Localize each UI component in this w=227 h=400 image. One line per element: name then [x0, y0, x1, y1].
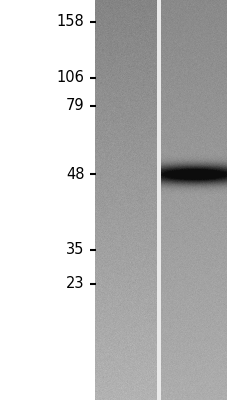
Text: 79: 79 [65, 98, 84, 114]
Text: 106: 106 [56, 70, 84, 86]
Text: 158: 158 [56, 14, 84, 30]
Text: 35: 35 [66, 242, 84, 258]
Text: 23: 23 [66, 276, 84, 292]
Text: 48: 48 [66, 166, 84, 182]
